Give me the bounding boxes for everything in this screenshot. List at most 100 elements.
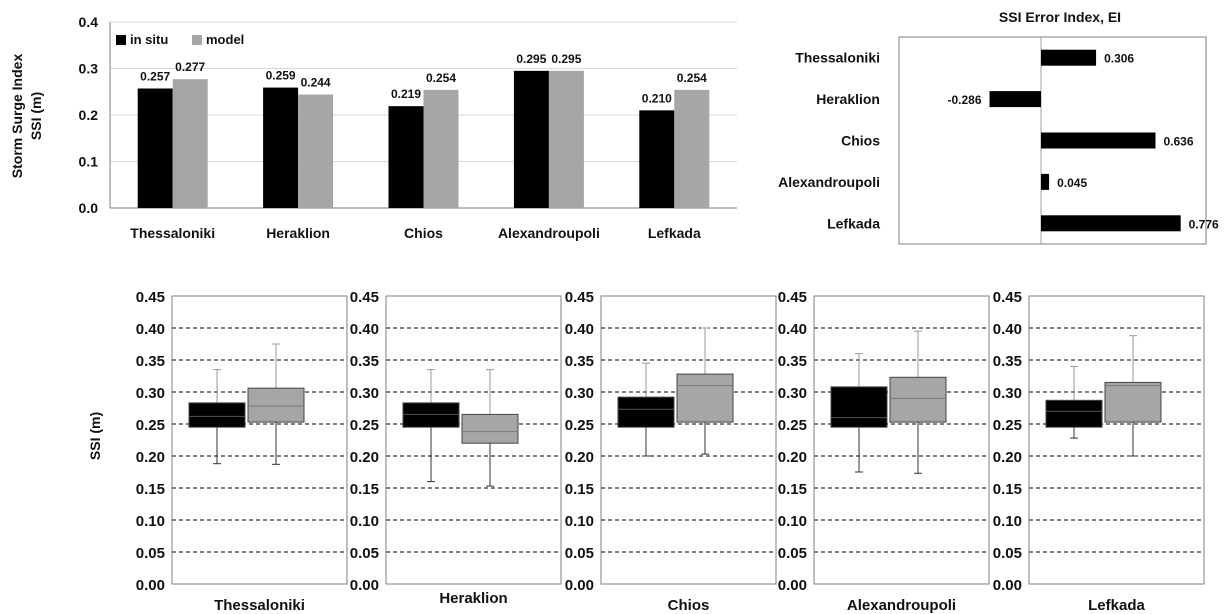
box-ytick-label: 0.40: [778, 321, 807, 338]
boxplot-panel-lefkada: 0.00 0.05 0.10 0.15 0.20 0.25 0.30 0.35 0.40 0.45…: [993, 289, 1205, 614]
box-iqr-insitu: [617, 396, 675, 428]
bar-category-label: Lefkada: [648, 225, 701, 241]
bar-insitu: [263, 87, 299, 208]
box-ytick-label: 0.35: [136, 353, 165, 370]
bar-data-label: 0.244: [301, 76, 331, 90]
box-ytick-label: 0.05: [136, 545, 165, 562]
box-ytick-label: 0.15: [565, 481, 594, 498]
ei-bar: [1041, 49, 1097, 66]
bar-ytick-label: 0.1: [79, 154, 99, 170]
box-station-label: Chios: [668, 597, 710, 614]
box-ylabel: SSI (m): [87, 412, 103, 460]
bar-model: [674, 89, 710, 208]
box-plot-frame: [385, 295, 562, 585]
legend-label-insitu: in situ: [130, 32, 168, 47]
box-ytick-label: 0.00: [350, 577, 379, 594]
box-ytick-label: 0.45: [778, 289, 807, 306]
ei-bar: [1041, 132, 1156, 149]
ei-category-label: Thessaloniki: [795, 50, 880, 66]
box-ytick-label: 0.10: [993, 513, 1022, 530]
box-ytick-label: 0.00: [993, 577, 1022, 594]
box-ytick-label: 0.45: [350, 289, 379, 306]
box-ytick-label: 0.25: [350, 417, 379, 434]
box-ytick-label: 0.30: [993, 385, 1022, 402]
ei-value-label: 0.306: [1104, 52, 1134, 66]
bar-insitu: [388, 106, 424, 208]
box-ytick-label: 0.25: [778, 417, 807, 434]
box-ytick-label: 0.15: [350, 481, 379, 498]
bar-insitu: [639, 110, 675, 208]
bar-category-label: Heraklion: [266, 225, 330, 241]
box-ytick-label: 0.15: [136, 481, 165, 498]
ei-value-label: 0.636: [1163, 135, 1193, 149]
ei-value-label: -0.286: [947, 93, 981, 107]
ssi-bar-chart: Storm Surge Index SSI (m) 0.0 0.1 0.2 0.3 0.…: [9, 14, 737, 241]
bar-legend: in situ model: [116, 32, 244, 47]
error-index-chart: SSI Error Index, EI Thessaloniki 0.306 Her…: [778, 9, 1219, 245]
boxplot-panel-alexandroupoli: 0.00 0.05 0.10 0.15 0.20 0.25 0.30 0.35 0.40 0.45…: [778, 289, 990, 614]
ei-category-label: Chios: [841, 133, 880, 149]
box-ytick-label: 0.35: [993, 353, 1022, 370]
box-ytick-label: 0.30: [350, 385, 379, 402]
box-ytick-label: 0.20: [993, 449, 1022, 466]
box-ytick-label: 0.05: [993, 545, 1022, 562]
box-ytick-label: 0.20: [778, 449, 807, 466]
box-ytick-label: 0.25: [565, 417, 594, 434]
box-ytick-label: 0.00: [565, 577, 594, 594]
box-station-label: Thessaloniki: [214, 597, 305, 614]
bar-data-label: 0.257: [140, 69, 170, 83]
box-ytick-label: 0.05: [778, 545, 807, 562]
ei-value-label: 0.776: [1189, 217, 1219, 231]
box-iqr-model: [889, 376, 947, 423]
bar-ylabel-line2: SSI (m): [28, 92, 44, 140]
box-plot-frame: [813, 295, 990, 585]
box-iqr-model: [247, 387, 305, 423]
legend-label-model: model: [206, 32, 244, 47]
bar-category-label: Thessaloniki: [130, 225, 215, 241]
box-ytick-label: 0.30: [565, 385, 594, 402]
ssi-boxplots: SSI (m) 0.00 0.05 0.10 0.15 0.20 0.25 0.30 0.35…: [87, 289, 1205, 614]
box-iqr-model: [461, 413, 519, 444]
box-ytick-label: 0.45: [565, 289, 594, 306]
box-ytick-label: 0.45: [993, 289, 1022, 306]
box-ytick-label: 0.00: [136, 577, 165, 594]
box-station-label: Heraklion: [439, 590, 507, 607]
box-ytick-label: 0.30: [778, 385, 807, 402]
ei-bar: [1041, 173, 1050, 190]
bar-ytick-label: 0.0: [79, 200, 99, 216]
box-station-label: Alexandroupoli: [847, 597, 956, 614]
bar-data-label: 0.277: [175, 60, 205, 74]
box-ytick-label: 0.40: [136, 321, 165, 338]
box-ytick-label: 0.45: [136, 289, 165, 306]
ei-bar: [989, 91, 1041, 108]
bar-category-label: Alexandroupoli: [498, 225, 600, 241]
ei-bar: [1041, 215, 1181, 232]
box-ytick-label: 0.25: [993, 417, 1022, 434]
bar-model: [548, 70, 584, 208]
bar-model: [298, 94, 334, 208]
box-ytick-label: 0.20: [136, 449, 165, 466]
legend-swatch-insitu: [116, 35, 126, 45]
box-ytick-label: 0.00: [778, 577, 807, 594]
bar-model: [423, 89, 459, 208]
box-ytick-label: 0.35: [778, 353, 807, 370]
box-ytick-label: 0.10: [350, 513, 379, 530]
box-ytick-label: 0.20: [565, 449, 594, 466]
box-ytick-label: 0.30: [136, 385, 165, 402]
box-iqr-insitu: [402, 402, 460, 428]
ei-value-label: 0.045: [1057, 176, 1087, 190]
box-plot-frame: [1028, 295, 1205, 585]
bar-category-label: Chios: [404, 225, 443, 241]
box-plot-frame: [171, 295, 348, 585]
bar-ylabel-line1: Storm Surge Index: [9, 54, 25, 179]
bar-insitu: [513, 70, 549, 208]
box-ytick-label: 0.40: [993, 321, 1022, 338]
legend-swatch-model: [192, 35, 202, 45]
ei-plot-frame: [898, 36, 1207, 245]
bar-data-label: 0.210: [642, 91, 672, 105]
box-ytick-label: 0.25: [136, 417, 165, 434]
bar-ytick-label: 0.2: [79, 107, 99, 123]
box-ytick-label: 0.40: [350, 321, 379, 338]
bar-ytick-label: 0.4: [79, 14, 99, 30]
